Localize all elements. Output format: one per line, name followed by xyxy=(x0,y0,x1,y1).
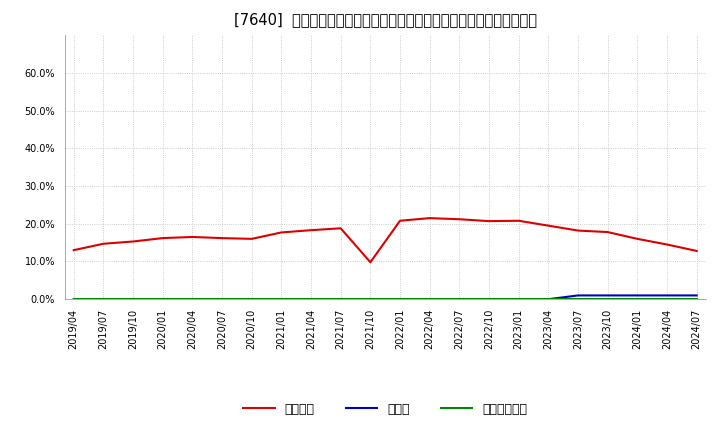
繰延税金資産 xyxy=(514,297,523,302)
自己資本 xyxy=(633,236,642,242)
Title: [7640]  自己資本、のれん、繰延税金資産の総資産に対する比率の推移: [7640] 自己資本、のれん、繰延税金資産の総資産に対する比率の推移 xyxy=(234,12,536,27)
自己資本 xyxy=(277,230,286,235)
のれん xyxy=(99,297,108,302)
繰延税金資産 xyxy=(277,297,286,302)
自己資本 xyxy=(158,235,167,241)
のれん xyxy=(514,297,523,302)
繰延税金資産 xyxy=(693,297,701,302)
自己資本 xyxy=(514,218,523,224)
のれん xyxy=(544,297,553,302)
自己資本 xyxy=(188,235,197,240)
自己資本 xyxy=(217,235,226,241)
繰延税金資産 xyxy=(662,297,671,302)
繰延税金資産 xyxy=(69,297,78,302)
繰延税金資産 xyxy=(603,297,612,302)
自己資本 xyxy=(248,236,256,242)
繰延税金資産 xyxy=(366,297,374,302)
繰延税金資産 xyxy=(396,297,405,302)
のれん xyxy=(307,297,315,302)
繰延税金資産 xyxy=(426,297,434,302)
繰延税金資産 xyxy=(158,297,167,302)
Legend: 自己資本, のれん, 繰延税金資産: 自己資本, のれん, 繰延税金資産 xyxy=(238,398,532,421)
のれん xyxy=(455,297,464,302)
自己資本 xyxy=(574,228,582,233)
繰延税金資産 xyxy=(544,297,553,302)
自己資本 xyxy=(662,242,671,247)
自己資本 xyxy=(129,239,138,244)
のれん xyxy=(69,297,78,302)
自己資本 xyxy=(455,216,464,222)
繰延税金資産 xyxy=(217,297,226,302)
Line: のれん: のれん xyxy=(73,295,697,299)
のれん xyxy=(277,297,286,302)
のれん xyxy=(217,297,226,302)
自己資本 xyxy=(69,248,78,253)
のれん xyxy=(633,293,642,298)
のれん xyxy=(248,297,256,302)
自己資本 xyxy=(307,227,315,233)
繰延税金資産 xyxy=(248,297,256,302)
繰延税金資産 xyxy=(633,297,642,302)
のれん xyxy=(336,297,345,302)
繰延税金資産 xyxy=(188,297,197,302)
のれん xyxy=(693,293,701,298)
のれん xyxy=(485,297,493,302)
自己資本 xyxy=(99,241,108,246)
のれん xyxy=(396,297,405,302)
Line: 自己資本: 自己資本 xyxy=(73,218,697,262)
自己資本 xyxy=(693,248,701,253)
のれん xyxy=(158,297,167,302)
自己資本 xyxy=(366,260,374,265)
自己資本 xyxy=(336,226,345,231)
繰延税金資産 xyxy=(485,297,493,302)
自己資本 xyxy=(544,223,553,228)
のれん xyxy=(366,297,374,302)
繰延税金資産 xyxy=(99,297,108,302)
繰延税金資産 xyxy=(574,297,582,302)
繰延税金資産 xyxy=(129,297,138,302)
のれん xyxy=(603,293,612,298)
のれん xyxy=(426,297,434,302)
自己資本 xyxy=(396,218,405,224)
のれん xyxy=(662,293,671,298)
繰延税金資産 xyxy=(336,297,345,302)
のれん xyxy=(129,297,138,302)
のれん xyxy=(188,297,197,302)
のれん xyxy=(574,293,582,298)
自己資本 xyxy=(426,216,434,221)
繰延税金資産 xyxy=(307,297,315,302)
繰延税金資産 xyxy=(455,297,464,302)
自己資本 xyxy=(485,219,493,224)
自己資本 xyxy=(603,229,612,235)
